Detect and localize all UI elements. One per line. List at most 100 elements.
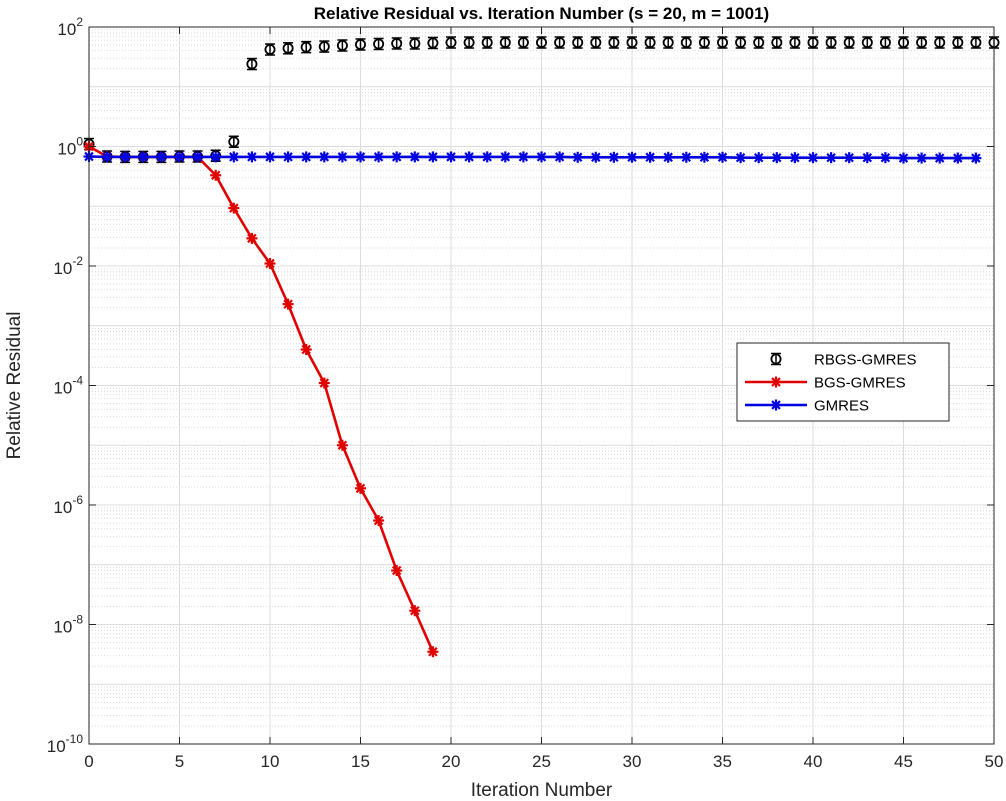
data-point-gmres (155, 151, 167, 163)
data-point-rbgs-gmres (246, 57, 258, 71)
y-axis-label: Relative Residual (4, 312, 25, 460)
data-point-gmres (771, 152, 783, 164)
data-point-gmres (192, 151, 204, 163)
data-point-gmres (861, 152, 873, 164)
data-point-rbgs-gmres (608, 36, 620, 49)
x-axis-label: Iteration Number (471, 780, 613, 801)
data-point-gmres (318, 151, 330, 163)
data-point-rbgs-gmres (916, 36, 928, 49)
data-point-gmres (662, 151, 674, 163)
data-point-gmres (210, 151, 222, 163)
data-point-rbgs-gmres (861, 36, 873, 49)
legend-marker-bgs-gmres (770, 376, 782, 388)
data-point-gmres (246, 151, 258, 163)
data-point-gmres (753, 152, 765, 164)
data-point-bgs-gmres (409, 605, 421, 617)
data-point-gmres (463, 151, 475, 163)
data-point-bgs-gmres (300, 344, 312, 356)
data-point-gmres (717, 151, 728, 163)
data-point-bgs-gmres (391, 565, 403, 577)
y-axis-ticks: 102 100 10-2 10-4 10-6 10-8 10-10 (47, 15, 994, 756)
data-point-gmres (517, 151, 529, 163)
series-line-gmres (88, 155, 976, 160)
data-point-rbgs-gmres (825, 36, 837, 49)
data-point-rbgs-gmres (680, 36, 692, 49)
data-point-bgs-gmres (355, 482, 366, 494)
data-point-gmres (644, 151, 656, 163)
data-point-rbgs-gmres (554, 36, 566, 49)
data-point-rbgs-gmres (626, 36, 638, 49)
data-point-rbgs-gmres (481, 36, 493, 49)
data-point-gmres (300, 151, 312, 163)
data-point-gmres (409, 151, 421, 163)
data-point-gmres (879, 152, 891, 164)
data-point-rbgs-gmres (354, 38, 366, 51)
data-point-rbgs-gmres (970, 36, 982, 49)
data-point-gmres (264, 151, 276, 163)
data-point-gmres (228, 151, 240, 163)
data-point-gmres (536, 151, 547, 163)
data-point-rbgs-gmres (644, 36, 656, 49)
data-point-bgs-gmres (318, 377, 330, 389)
data-point-gmres (499, 151, 511, 163)
chart-title: Relative Residual vs. Iteration Number (… (314, 4, 769, 23)
data-point-rbgs-gmres (662, 36, 674, 49)
data-point-rbgs-gmres (807, 36, 819, 49)
data-point-gmres (735, 152, 747, 164)
data-point-gmres (481, 151, 493, 163)
data-point-gmres (608, 151, 620, 163)
data-point-bgs-gmres (228, 202, 240, 214)
data-point-rbgs-gmres (934, 36, 946, 49)
data-point-gmres (825, 152, 837, 164)
data-point-rbgs-gmres (952, 36, 964, 49)
data-point-gmres (916, 152, 928, 164)
legend-label-gmres: GMRES (814, 398, 869, 415)
data-point-gmres (952, 152, 964, 164)
data-point-rbgs-gmres (771, 36, 783, 49)
data-point-rbgs-gmres (879, 36, 891, 49)
x-tick-label: 45 (894, 752, 913, 771)
data-point-gmres (789, 152, 801, 164)
y-tick-label: 100 (57, 135, 83, 159)
data-point-gmres (843, 152, 855, 164)
data-point-bgs-gmres (427, 646, 439, 658)
x-tick-label: 15 (351, 752, 370, 771)
data-point-bgs-gmres (264, 258, 276, 270)
legend-item-gmres: GMRES (745, 398, 869, 415)
data-point-gmres (807, 152, 819, 164)
data-point-rbgs-gmres (536, 36, 548, 49)
data-point-gmres (101, 151, 113, 163)
data-point-rbgs-gmres (753, 36, 765, 49)
data-point-rbgs-gmres (698, 36, 710, 49)
legend-marker-gmres (770, 399, 782, 411)
legend-item-rbgs-gmres: RBGS-GMRES (770, 352, 917, 369)
data-point-gmres (970, 152, 982, 164)
data-point-gmres (282, 151, 294, 163)
y-tick-label: 10-4 (53, 374, 83, 398)
data-point-gmres (336, 151, 348, 163)
data-point-rbgs-gmres (264, 43, 276, 56)
data-point-rbgs-gmres (517, 36, 529, 49)
data-point-rbgs-gmres (300, 40, 312, 54)
legend-item-bgs-gmres: BGS-GMRES (745, 375, 906, 392)
data-point-gmres (554, 151, 566, 163)
legend-label-bgs-gmres: BGS-GMRES (814, 375, 906, 392)
data-point-rbgs-gmres (282, 42, 294, 55)
data-point-rbgs-gmres (445, 36, 457, 49)
data-point-rbgs-gmres (898, 36, 910, 49)
data-point-rbgs-gmres (318, 40, 330, 53)
legend-marker-rbgs-gmres (770, 352, 782, 366)
x-tick-label: 10 (261, 752, 280, 771)
data-point-rbgs-gmres (499, 36, 511, 49)
data-point-gmres (174, 151, 185, 163)
data-point-gmres (119, 151, 131, 163)
x-tick-label: 5 (175, 752, 184, 771)
data-point-gmres (373, 151, 385, 163)
x-tick-label: 35 (713, 752, 732, 771)
x-tick-label: 0 (84, 752, 93, 771)
data-point-rbgs-gmres (843, 36, 855, 49)
data-point-rbgs-gmres (373, 37, 385, 51)
y-tick-label: 10-6 (53, 493, 83, 517)
x-tick-label: 25 (532, 752, 551, 771)
